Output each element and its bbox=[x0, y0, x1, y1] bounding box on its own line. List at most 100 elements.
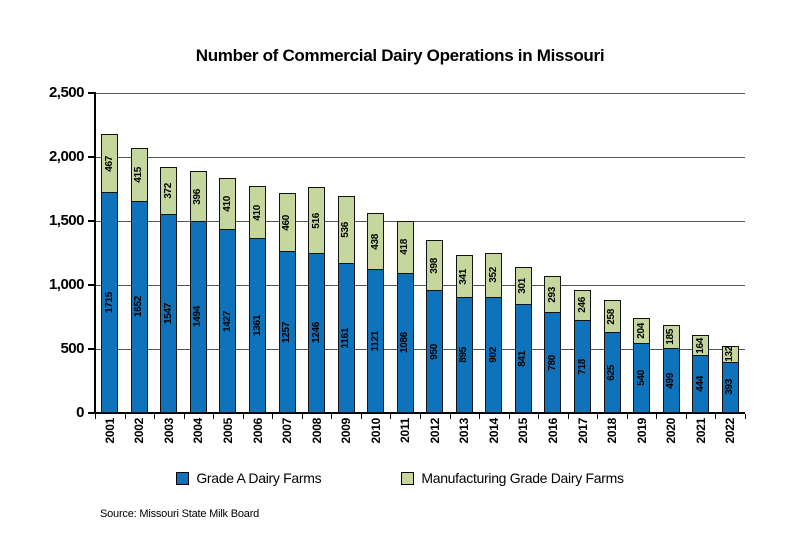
bar-2012-manufacturing-segment: 398 bbox=[426, 240, 444, 292]
bar-2011-manufacturing-value: 418 bbox=[399, 239, 411, 256]
bar-2004-manufacturing-segment: 396 bbox=[189, 171, 207, 222]
x-axis-label-text-2008: 2008 bbox=[309, 418, 324, 444]
x-axis-label-text-2020: 2020 bbox=[664, 418, 679, 444]
bar-2022-manufacturing-segment: 132 bbox=[721, 345, 739, 363]
x-axis-label-2020: 2020 bbox=[661, 418, 681, 452]
x-axis-label-text-2009: 2009 bbox=[339, 418, 354, 444]
x-axis-label-2022: 2022 bbox=[720, 418, 740, 452]
source-text: Source: Missouri State Milk Board bbox=[100, 508, 260, 520]
bar-2018-manufacturing-value: 258 bbox=[606, 308, 618, 325]
bar-2018-grade-a-segment: 625 bbox=[603, 333, 621, 413]
x-axis-label-text-2017: 2017 bbox=[575, 418, 590, 444]
x-axis-label-text-2010: 2010 bbox=[368, 418, 383, 444]
bar-2013-grade-a-segment: 895 bbox=[455, 298, 473, 413]
bar-2003-manufacturing-value: 372 bbox=[162, 183, 174, 200]
bar-2003-grade-a-value: 1547 bbox=[162, 302, 174, 325]
x-axis-tick bbox=[301, 414, 303, 419]
bar-2002-grade-a-value: 1652 bbox=[133, 296, 145, 318]
bar-2008-grade-a-segment: 1246 bbox=[308, 253, 326, 413]
bar-2004-grade-a-value: 1494 bbox=[192, 306, 204, 328]
x-axis-label-text-2007: 2007 bbox=[280, 418, 295, 444]
bar-2016-manufacturing-value: 293 bbox=[546, 286, 558, 303]
bar-2003-manufacturing-segment: 372 bbox=[160, 167, 178, 215]
x-axis-label-text-2013: 2013 bbox=[457, 418, 472, 444]
bar-2008-grade-a-value: 1246 bbox=[310, 322, 322, 344]
bar-2001-grade-a-value: 1715 bbox=[103, 292, 115, 314]
y-axis-label-1500: 1,500 bbox=[48, 212, 85, 229]
bar-2007-manufacturing-segment: 460 bbox=[278, 193, 296, 253]
bar-2020-grade-a-segment: 499 bbox=[662, 349, 680, 413]
gridline-2000 bbox=[95, 157, 745, 158]
x-axis-label-2017: 2017 bbox=[573, 418, 593, 452]
bar-2010-manufacturing-value: 438 bbox=[369, 233, 381, 250]
x-axis-label-2003: 2003 bbox=[159, 418, 179, 452]
bar-2011: 418 1086 bbox=[396, 220, 414, 413]
bar-2019-grade-a-segment: 540 bbox=[633, 343, 651, 413]
bar-2017: 246 718 bbox=[574, 289, 591, 413]
x-axis-label-text-2006: 2006 bbox=[250, 418, 265, 444]
bar-2021: 164 444 bbox=[692, 335, 710, 413]
bar-2011-manufacturing-segment: 418 bbox=[396, 220, 414, 274]
bar-2005: 410 1427 bbox=[219, 177, 237, 413]
x-axis-tick bbox=[449, 414, 451, 419]
x-axis-tick bbox=[508, 414, 510, 419]
x-axis-label-text-2015: 2015 bbox=[516, 418, 531, 444]
x-axis-tick bbox=[242, 414, 244, 419]
x-axis-label-text-2012: 2012 bbox=[427, 418, 442, 444]
x-axis-label-2021: 2021 bbox=[691, 418, 711, 452]
x-axis-label-2006: 2006 bbox=[248, 418, 268, 452]
gridline-500 bbox=[95, 349, 745, 350]
bar-2012-grade-a-segment: 950 bbox=[426, 291, 444, 413]
x-axis-label-2014: 2014 bbox=[484, 418, 504, 452]
y-axis-label-1000: 1,000 bbox=[48, 276, 85, 293]
legend-item-grade-a: Grade A Dairy Farms bbox=[176, 470, 322, 486]
bar-2005-grade-a-value: 1427 bbox=[221, 310, 233, 332]
bar-2009: 536 1161 bbox=[337, 195, 355, 413]
bar-2017-grade-a-value: 718 bbox=[576, 358, 588, 375]
bar-2022: 132 393 bbox=[721, 345, 739, 413]
bar-2001: 467 1715 bbox=[101, 133, 119, 413]
x-axis-tick bbox=[183, 414, 185, 419]
bar-2011-grade-a-segment: 1086 bbox=[396, 274, 414, 413]
x-axis-label-text-2018: 2018 bbox=[605, 418, 620, 444]
x-axis-tick bbox=[390, 414, 392, 419]
bar-2009-grade-a-value: 1161 bbox=[340, 327, 352, 349]
x-axis-label-text-2005: 2005 bbox=[220, 418, 235, 444]
bar-2019-manufacturing-segment: 204 bbox=[633, 317, 651, 344]
bar-2017-manufacturing-segment: 246 bbox=[574, 289, 591, 322]
bar-2013-manufacturing-segment: 341 bbox=[455, 254, 473, 299]
bar-2015-manufacturing-segment: 301 bbox=[514, 266, 532, 306]
x-axis-label-text-2019: 2019 bbox=[634, 418, 649, 444]
bar-2019-grade-a-value: 540 bbox=[635, 370, 647, 386]
bar-2008-manufacturing-value: 516 bbox=[310, 212, 322, 229]
bar-2007-grade-a-value: 1257 bbox=[281, 321, 293, 343]
bar-2014-manufacturing-value: 352 bbox=[487, 267, 499, 283]
bar-2009-manufacturing-segment: 536 bbox=[337, 195, 355, 265]
bar-2009-grade-a-segment: 1161 bbox=[337, 264, 355, 413]
bar-2005-manufacturing-value: 410 bbox=[221, 196, 233, 212]
y-axis-tick-2500 bbox=[88, 92, 96, 94]
x-axis-label-text-2021: 2021 bbox=[693, 418, 708, 444]
bar-2005-grade-a-segment: 1427 bbox=[219, 230, 237, 413]
bar-2008: 516 1246 bbox=[308, 187, 326, 413]
bar-2017-grade-a-segment: 718 bbox=[574, 321, 591, 413]
bar-2017-manufacturing-value: 246 bbox=[576, 297, 588, 314]
bar-2003-grade-a-segment: 1547 bbox=[160, 214, 178, 413]
x-axis-tick bbox=[360, 414, 362, 419]
y-axis-label-500: 500 bbox=[60, 340, 84, 357]
bar-2014: 352 902 bbox=[485, 252, 503, 413]
bar-2016-grade-a-segment: 780 bbox=[544, 313, 562, 413]
bar-2007-grade-a-segment: 1257 bbox=[278, 252, 296, 413]
bar-2006: 410 1361 bbox=[249, 186, 266, 413]
bar-2011-grade-a-value: 1086 bbox=[399, 332, 411, 354]
x-axis-label-text-2001: 2001 bbox=[102, 418, 117, 444]
bar-2020: 185 499 bbox=[662, 325, 680, 413]
x-axis-tick bbox=[331, 414, 333, 419]
x-axis-line bbox=[94, 412, 745, 414]
x-axis-label-text-2003: 2003 bbox=[161, 418, 176, 444]
bar-2009-manufacturing-value: 536 bbox=[340, 222, 352, 238]
x-axis-label-2015: 2015 bbox=[513, 418, 533, 452]
bar-2007-manufacturing-value: 460 bbox=[281, 214, 293, 231]
y-axis-tick-1500 bbox=[88, 220, 96, 222]
bar-2022-grade-a-value: 393 bbox=[724, 379, 736, 396]
